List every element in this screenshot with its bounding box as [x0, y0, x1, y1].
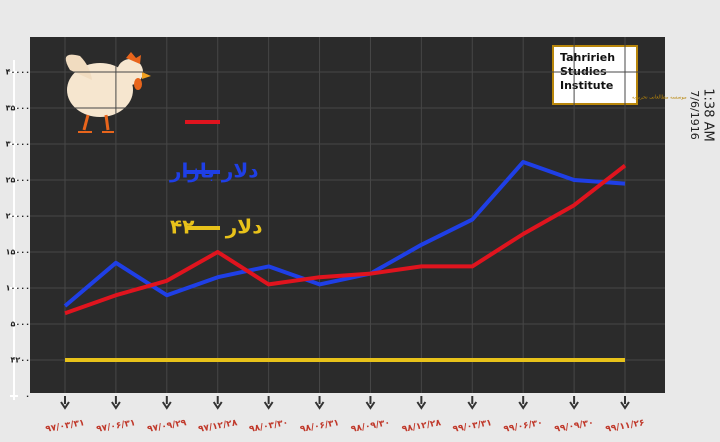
tick-arrow [161, 396, 172, 410]
tick-arrow [263, 396, 274, 410]
legend-label: دلار بازار [169, 159, 259, 183]
x-tick-label: ۹۷/۰۹/۲۹ [147, 418, 188, 435]
y-tick-label: ۲۵۰۰۰ [6, 176, 30, 185]
y-tick-label: ۱۵۰۰۰ [6, 248, 30, 257]
line [63, 160, 626, 308]
chicken-icon [65, 52, 151, 133]
logo-box [552, 45, 638, 105]
tick-arrow [467, 396, 478, 410]
y-tick-label: ۳۰۰۰۰ [6, 140, 30, 149]
tick-arrow [416, 396, 427, 410]
line [64, 164, 627, 316]
watermark: 7/6/1916 [688, 90, 701, 139]
y-tick-label: ۳۵۰۰۰ [6, 104, 30, 113]
watermark: 1:38 AM [701, 88, 716, 141]
x-tick-label: ۹۸/۰۶/۳۱ [299, 418, 340, 435]
logo-text: موسسه مطالعاتی تحریریه [632, 95, 687, 101]
tick-arrow [365, 396, 376, 410]
tick-arrow [518, 396, 529, 410]
tick-arrow [620, 396, 630, 410]
x-tick-label: ۹۸/۱۲/۲۸ [401, 418, 442, 435]
x-tick-label: ۹۷/۰۶/۳۱ [96, 418, 137, 435]
tick-arrow [212, 396, 223, 410]
y-tick-label: ۵۰۰۰ [10, 320, 30, 329]
x-tick-label: ۹۸/۰۳/۳۰ [248, 418, 289, 435]
tick-arrow [60, 396, 70, 410]
x-tick-label: ۹۷/۱۲/۲۸ [197, 418, 238, 435]
tick-arrow [314, 396, 325, 410]
x-tick-label: ۹۹/۰۹/۳۰ [554, 418, 595, 435]
y-tick-label: ۱۰۰۰۰ [6, 284, 30, 293]
tick-arrow [569, 396, 579, 410]
y-tick-label: ۲۰۰۰۰ [6, 212, 30, 221]
y-tick-label: ۴۰۰۰۰ [6, 68, 30, 77]
y-tick-label: ۰ [25, 392, 30, 401]
x-tick-label: ۹۸/۰۹/۳۰ [350, 418, 391, 435]
x-tick-label: ۹۹/۰۶/۳۰ [503, 418, 544, 435]
logo-text: Institute [560, 79, 613, 92]
tick-arrow [111, 396, 121, 410]
x-tick-label: ۹۹/۱۱/۲۶ [605, 418, 646, 435]
x-tick-label: ۹۹/۰۳/۳۱ [452, 418, 493, 435]
logo-text: Tahririeh [560, 51, 615, 64]
x-tick-label: ۹۷/۰۳/۳۱ [45, 418, 86, 435]
y-tick-label: ۴۲۰۰ [10, 356, 30, 365]
legend-label: دلار ۴۲۰۰ [170, 215, 262, 239]
